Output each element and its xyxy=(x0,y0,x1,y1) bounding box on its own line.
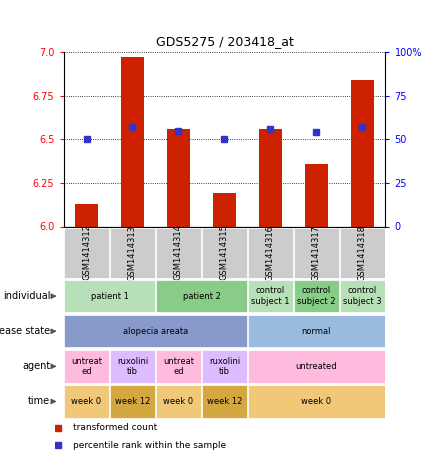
Text: control
subject 3: control subject 3 xyxy=(343,286,382,306)
Bar xyxy=(248,227,293,278)
Bar xyxy=(294,227,339,278)
Text: GSM1414315: GSM1414315 xyxy=(220,225,229,280)
Bar xyxy=(351,80,374,226)
Text: ruxolini
tib: ruxolini tib xyxy=(117,357,148,376)
Bar xyxy=(213,193,236,226)
Bar xyxy=(156,386,201,418)
Text: week 12: week 12 xyxy=(207,397,242,406)
Text: week 0: week 0 xyxy=(301,397,332,406)
Text: normal: normal xyxy=(302,327,331,336)
Bar xyxy=(64,350,109,382)
Bar xyxy=(248,386,385,418)
Bar xyxy=(202,350,247,382)
Text: transformed count: transformed count xyxy=(73,423,157,432)
Text: week 0: week 0 xyxy=(71,397,102,406)
Text: GSM1414316: GSM1414316 xyxy=(266,225,275,280)
Bar xyxy=(305,164,328,226)
Text: GSM1414318: GSM1414318 xyxy=(358,225,367,280)
Text: percentile rank within the sample: percentile rank within the sample xyxy=(73,441,226,450)
Bar xyxy=(248,350,385,382)
Bar xyxy=(156,227,201,278)
Bar xyxy=(156,280,247,312)
Text: untreat
ed: untreat ed xyxy=(71,357,102,376)
Bar xyxy=(75,204,98,226)
Text: time: time xyxy=(28,396,50,406)
Text: GSM1414313: GSM1414313 xyxy=(128,225,137,280)
Bar xyxy=(259,129,282,226)
Bar xyxy=(121,58,144,226)
Bar xyxy=(64,386,109,418)
Bar xyxy=(248,315,385,347)
Title: GDS5275 / 203418_at: GDS5275 / 203418_at xyxy=(155,35,293,48)
Text: GSM1414314: GSM1414314 xyxy=(174,225,183,280)
Bar xyxy=(156,350,201,382)
Bar xyxy=(64,227,109,278)
Bar xyxy=(340,227,385,278)
Text: patient 2: patient 2 xyxy=(183,292,220,301)
Bar xyxy=(202,386,247,418)
Text: GSM1414317: GSM1414317 xyxy=(312,225,321,280)
Bar xyxy=(248,280,293,312)
Bar xyxy=(110,227,155,278)
Bar xyxy=(110,386,155,418)
Bar xyxy=(294,280,339,312)
Bar xyxy=(110,350,155,382)
Text: alopecia areata: alopecia areata xyxy=(123,327,188,336)
Text: week 0: week 0 xyxy=(163,397,194,406)
Bar xyxy=(64,280,155,312)
Bar xyxy=(64,315,247,347)
Text: agent: agent xyxy=(22,361,50,371)
Text: GSM1414312: GSM1414312 xyxy=(82,225,91,280)
Text: control
subject 1: control subject 1 xyxy=(251,286,290,306)
Bar xyxy=(167,129,190,226)
Bar xyxy=(202,227,247,278)
Text: untreat
ed: untreat ed xyxy=(163,357,194,376)
Text: ruxolini
tib: ruxolini tib xyxy=(209,357,240,376)
Text: individual: individual xyxy=(3,291,50,301)
Text: control
subject 2: control subject 2 xyxy=(297,286,336,306)
Text: disease state: disease state xyxy=(0,326,50,336)
Text: week 12: week 12 xyxy=(115,397,150,406)
Bar xyxy=(340,280,385,312)
Text: untreated: untreated xyxy=(296,362,337,371)
Text: patient 1: patient 1 xyxy=(91,292,128,301)
